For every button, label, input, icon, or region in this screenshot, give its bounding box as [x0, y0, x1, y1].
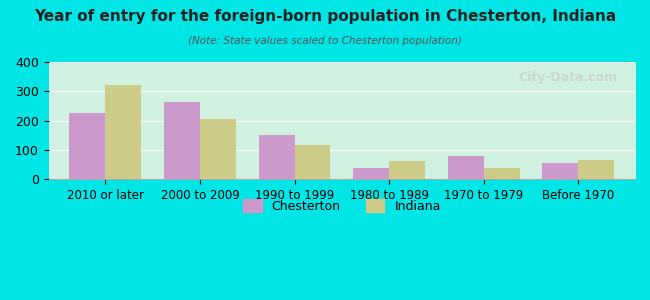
Bar: [542, 163, 578, 179]
Bar: [353, 168, 389, 179]
Text: (Note: State values scaled to Chesterton population): (Note: State values scaled to Chesterton…: [188, 36, 462, 46]
Bar: [105, 85, 141, 179]
Bar: [259, 135, 294, 179]
Bar: [389, 161, 425, 179]
Bar: [294, 145, 330, 179]
Bar: [484, 168, 519, 179]
Legend: Chesterton, Indiana: Chesterton, Indiana: [238, 194, 446, 218]
Bar: [200, 119, 236, 179]
Text: Year of entry for the foreign-born population in Chesterton, Indiana: Year of entry for the foreign-born popul…: [34, 9, 616, 24]
Bar: [578, 160, 614, 179]
Text: City-Data.com: City-Data.com: [518, 71, 618, 84]
Bar: [448, 156, 484, 179]
Bar: [164, 102, 200, 179]
Bar: [70, 112, 105, 179]
